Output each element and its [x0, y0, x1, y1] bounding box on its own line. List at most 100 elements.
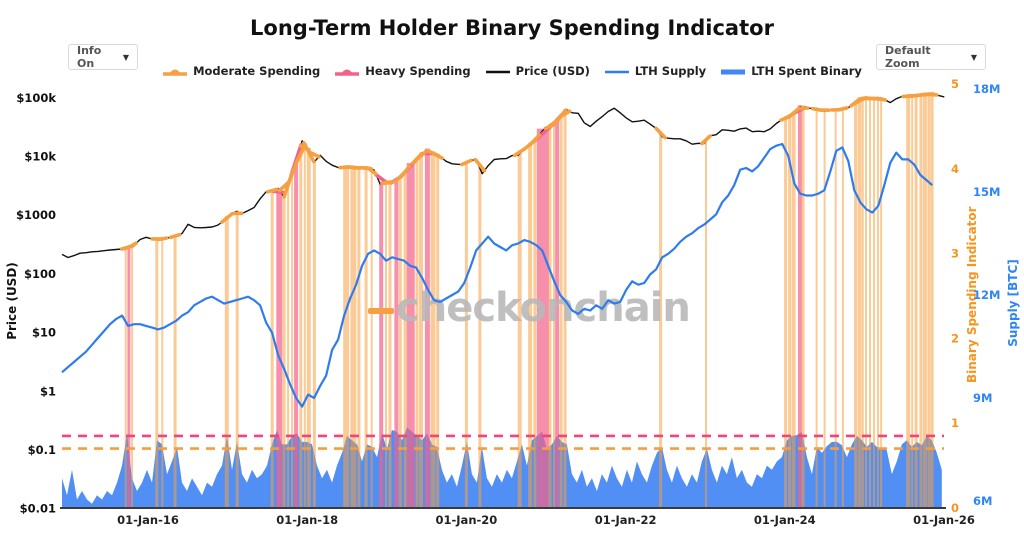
x-tick-label: 01-Jan-16 — [117, 513, 179, 527]
watermark-dash-icon — [368, 308, 394, 314]
moderate-spending-band — [270, 189, 274, 508]
moderate-spending-band — [299, 143, 303, 507]
moderate-spending-marker — [796, 106, 810, 111]
moderate-spending-band — [854, 100, 858, 507]
moderate-spending-band — [857, 97, 862, 508]
moderate-spending-band — [788, 114, 792, 508]
legend-label: LTH Spent Binary — [751, 64, 862, 78]
moderate-spending-band — [659, 132, 663, 507]
supply-tick-label: 15M — [973, 185, 1000, 199]
price-tick-label: $0.01 — [20, 502, 56, 516]
moderate-spending-band — [528, 142, 533, 507]
price-tick-label: $1 — [40, 384, 56, 398]
legend-item-lth-supply[interactable]: LTH Supply — [604, 64, 706, 78]
moderate-spending-marker — [398, 164, 412, 179]
legend: Moderate Spending Heavy Spending Price (US… — [0, 64, 1024, 78]
moderate-spending-band — [161, 236, 164, 508]
moderate-spending-band — [930, 91, 934, 508]
zoom-dropdown-label: Default Zoom — [885, 44, 931, 70]
moderate-spending-band — [517, 151, 522, 507]
moderate-spending-band — [559, 113, 563, 508]
moderate-spending-band — [922, 92, 927, 507]
moderate-spending-marker — [308, 150, 321, 159]
zoom-dropdown[interactable]: Default Zoom ▼ — [876, 44, 986, 70]
moderate-spending-band — [131, 244, 134, 507]
moderate-spending-band — [173, 234, 177, 507]
moderate-spending-band — [533, 138, 537, 507]
moderate-spending-band — [478, 166, 482, 507]
legend-label: LTH Supply — [634, 64, 707, 78]
moderate-spending-band — [343, 165, 350, 507]
moderate-spending-band — [553, 123, 555, 507]
indicator-tick-label: 2 — [951, 331, 959, 345]
price-line — [61, 93, 945, 259]
indicator-tick-label: 1 — [951, 416, 959, 430]
indicator-tick-label: 0 — [951, 501, 959, 515]
moderate-spending-band — [385, 180, 387, 507]
moderate-spending-marker — [365, 166, 378, 176]
legend-marker — [721, 69, 746, 75]
moderate-spending-band — [124, 246, 127, 508]
moderate-spending-band — [403, 169, 407, 507]
legend-label: Moderate Spending — [193, 64, 321, 78]
indicator-tick-label: 4 — [951, 162, 959, 176]
moderate-spending-marker — [126, 241, 138, 250]
band-price-markers — [119, 92, 939, 251]
watermark-text: checkonchain — [396, 285, 690, 331]
moderate-spending-band — [388, 180, 392, 507]
supply-tick-label: 18M — [973, 82, 1000, 96]
x-tick-label: 01-Jan-18 — [276, 513, 338, 527]
moderate-spending-band — [303, 142, 306, 507]
moderate-spending-band — [370, 167, 373, 507]
moderate-spending-band — [927, 92, 931, 507]
chevron-down-icon: ▼ — [970, 52, 977, 62]
moderate-spending-band — [306, 147, 311, 507]
legend-item-heavy-spending[interactable]: Heavy Spending — [334, 64, 471, 78]
moderate-spending-band — [911, 94, 914, 507]
moderate-spending-band — [415, 157, 419, 507]
heavy-spending-band — [379, 181, 384, 507]
heavy-spending-band — [424, 148, 430, 507]
moderate-spending-marker — [654, 126, 667, 140]
supply-tick-label: 12M — [973, 288, 1000, 302]
moderate-spending-marker — [558, 109, 572, 119]
moderate-spending-band — [823, 109, 826, 507]
legend-marker — [335, 69, 360, 76]
moderate-spending-band — [282, 194, 286, 508]
moderate-spending-band — [914, 93, 918, 507]
moderate-spending-band — [312, 159, 316, 507]
legend-item-price-usd-[interactable]: Price (USD) — [485, 64, 590, 78]
moderate-spending-marker — [168, 232, 182, 240]
moderate-spending-marker — [925, 92, 939, 97]
moderate-spending-marker — [431, 151, 445, 160]
heavy-spending-band — [555, 119, 560, 507]
moderate-spending-band — [919, 93, 923, 507]
moderate-spending-band — [464, 161, 468, 507]
moderate-spending-marker — [265, 187, 279, 194]
moderate-spending-band — [705, 139, 707, 508]
legend-item-moderate-spending[interactable]: Moderate Spending — [162, 64, 320, 78]
heavy-spending-band — [797, 105, 802, 507]
legend-item-lth-spent-binary[interactable]: LTH Spent Binary — [720, 64, 862, 78]
moderate-spending-band — [861, 96, 864, 508]
moderate-spending-band — [350, 165, 357, 507]
heavy-spending-band — [406, 163, 415, 507]
legend-label: Price (USD) — [515, 64, 590, 78]
moderate-spending-band — [865, 96, 867, 507]
moderate-spending-band — [291, 171, 294, 507]
indicator-tick-label: 5 — [951, 77, 959, 91]
moderate-spending-band — [873, 96, 875, 507]
info-dropdown[interactable]: Info On ▼ — [68, 44, 138, 70]
x-tick-label: 01-Jan-22 — [595, 513, 657, 527]
moderate-spending-band — [841, 106, 844, 508]
page-title: Long-Term Holder Binary Spending Indicat… — [250, 16, 774, 40]
moderate-spending-marker — [286, 162, 298, 186]
price-tick-label: $100 — [24, 267, 56, 281]
heavy-spending-band — [294, 161, 299, 507]
moderate-spending-marker — [875, 96, 887, 102]
moderate-spending-band — [155, 237, 159, 507]
moderate-spending-marker — [786, 106, 801, 119]
moderate-spending-band — [784, 116, 788, 507]
